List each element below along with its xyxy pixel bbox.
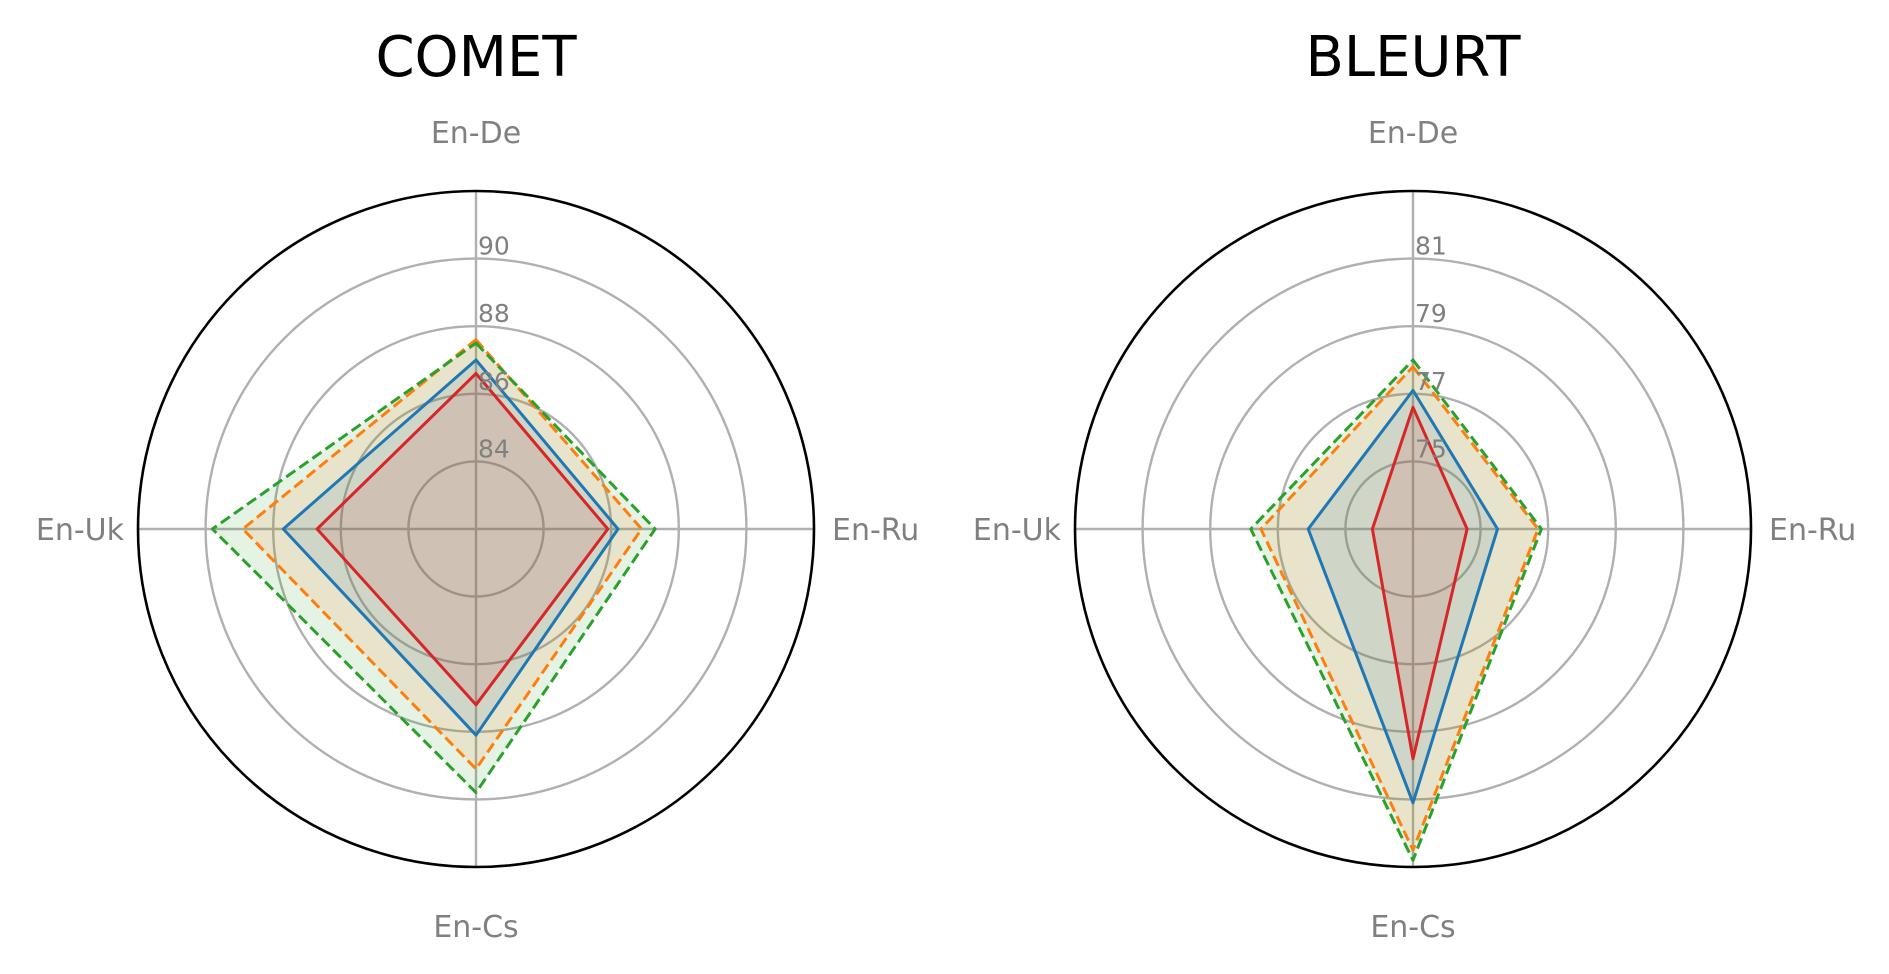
bleurt-axis-label-en-cs: En-Cs	[1370, 910, 1455, 945]
comet-series-1-line	[241, 338, 644, 771]
bleurt-series-1-fill	[1260, 366, 1539, 851]
comet-outer-frame	[136, 189, 816, 869]
bleurt-axis-label-en-de: En-De	[1368, 116, 1458, 151]
comet-series-3-line	[315, 372, 610, 707]
bleurt-series-3-fill	[1372, 407, 1468, 759]
comet-series-3-fill	[317, 373, 608, 705]
comet-series-1-fill	[242, 339, 642, 769]
comet-r-tick-label: 88	[478, 299, 510, 328]
bleurt-series-3-line	[1370, 405, 1469, 761]
comet-series-2-fill	[283, 360, 618, 736]
bleurt-axis-label-en-ru: En-Ru	[1769, 513, 1856, 548]
comet-series-0-line	[210, 341, 657, 795]
bleurt-title: BLEURT	[1305, 25, 1521, 90]
bleurt-series-1-line	[1259, 365, 1540, 852]
comet-r-tick-label: 86	[478, 367, 510, 396]
bleurt-r-tick-label: 75	[1415, 434, 1447, 463]
comet-radar-panel: COMET 84 86 88 90 En-De En-Ru En-Cs En-Uk	[36, 25, 919, 945]
comet-r-tick-label: 84	[478, 434, 510, 463]
bleurt-radar-panel: BLEURT 75 77 79 81 En-De En-Ru En-Cs En-Uk	[973, 25, 1856, 945]
comet-axis-label-en-cs: En-Cs	[433, 910, 518, 945]
comet-axis-label-en-de: En-De	[431, 116, 521, 151]
bleurt-r-tick-label: 81	[1415, 232, 1447, 261]
comet-title: COMET	[375, 25, 577, 90]
comet-r-tick-label: 90	[478, 232, 510, 261]
bleurt-axis-label-en-uk: En-Uk	[973, 513, 1062, 548]
comet-axis-label-en-ru: En-Ru	[832, 513, 919, 548]
bleurt-outer-frame	[1073, 189, 1753, 869]
bleurt-r-tick-label: 77	[1415, 367, 1447, 396]
bleurt-series-0-fill	[1250, 360, 1542, 861]
bleurt-series-0-line	[1249, 358, 1543, 862]
comet-series-2-line	[281, 358, 620, 737]
bleurt-r-tick-label: 79	[1415, 299, 1447, 328]
comet-axis-label-en-uk: En-Uk	[36, 513, 125, 548]
bleurt-series-2-line	[1306, 388, 1499, 805]
